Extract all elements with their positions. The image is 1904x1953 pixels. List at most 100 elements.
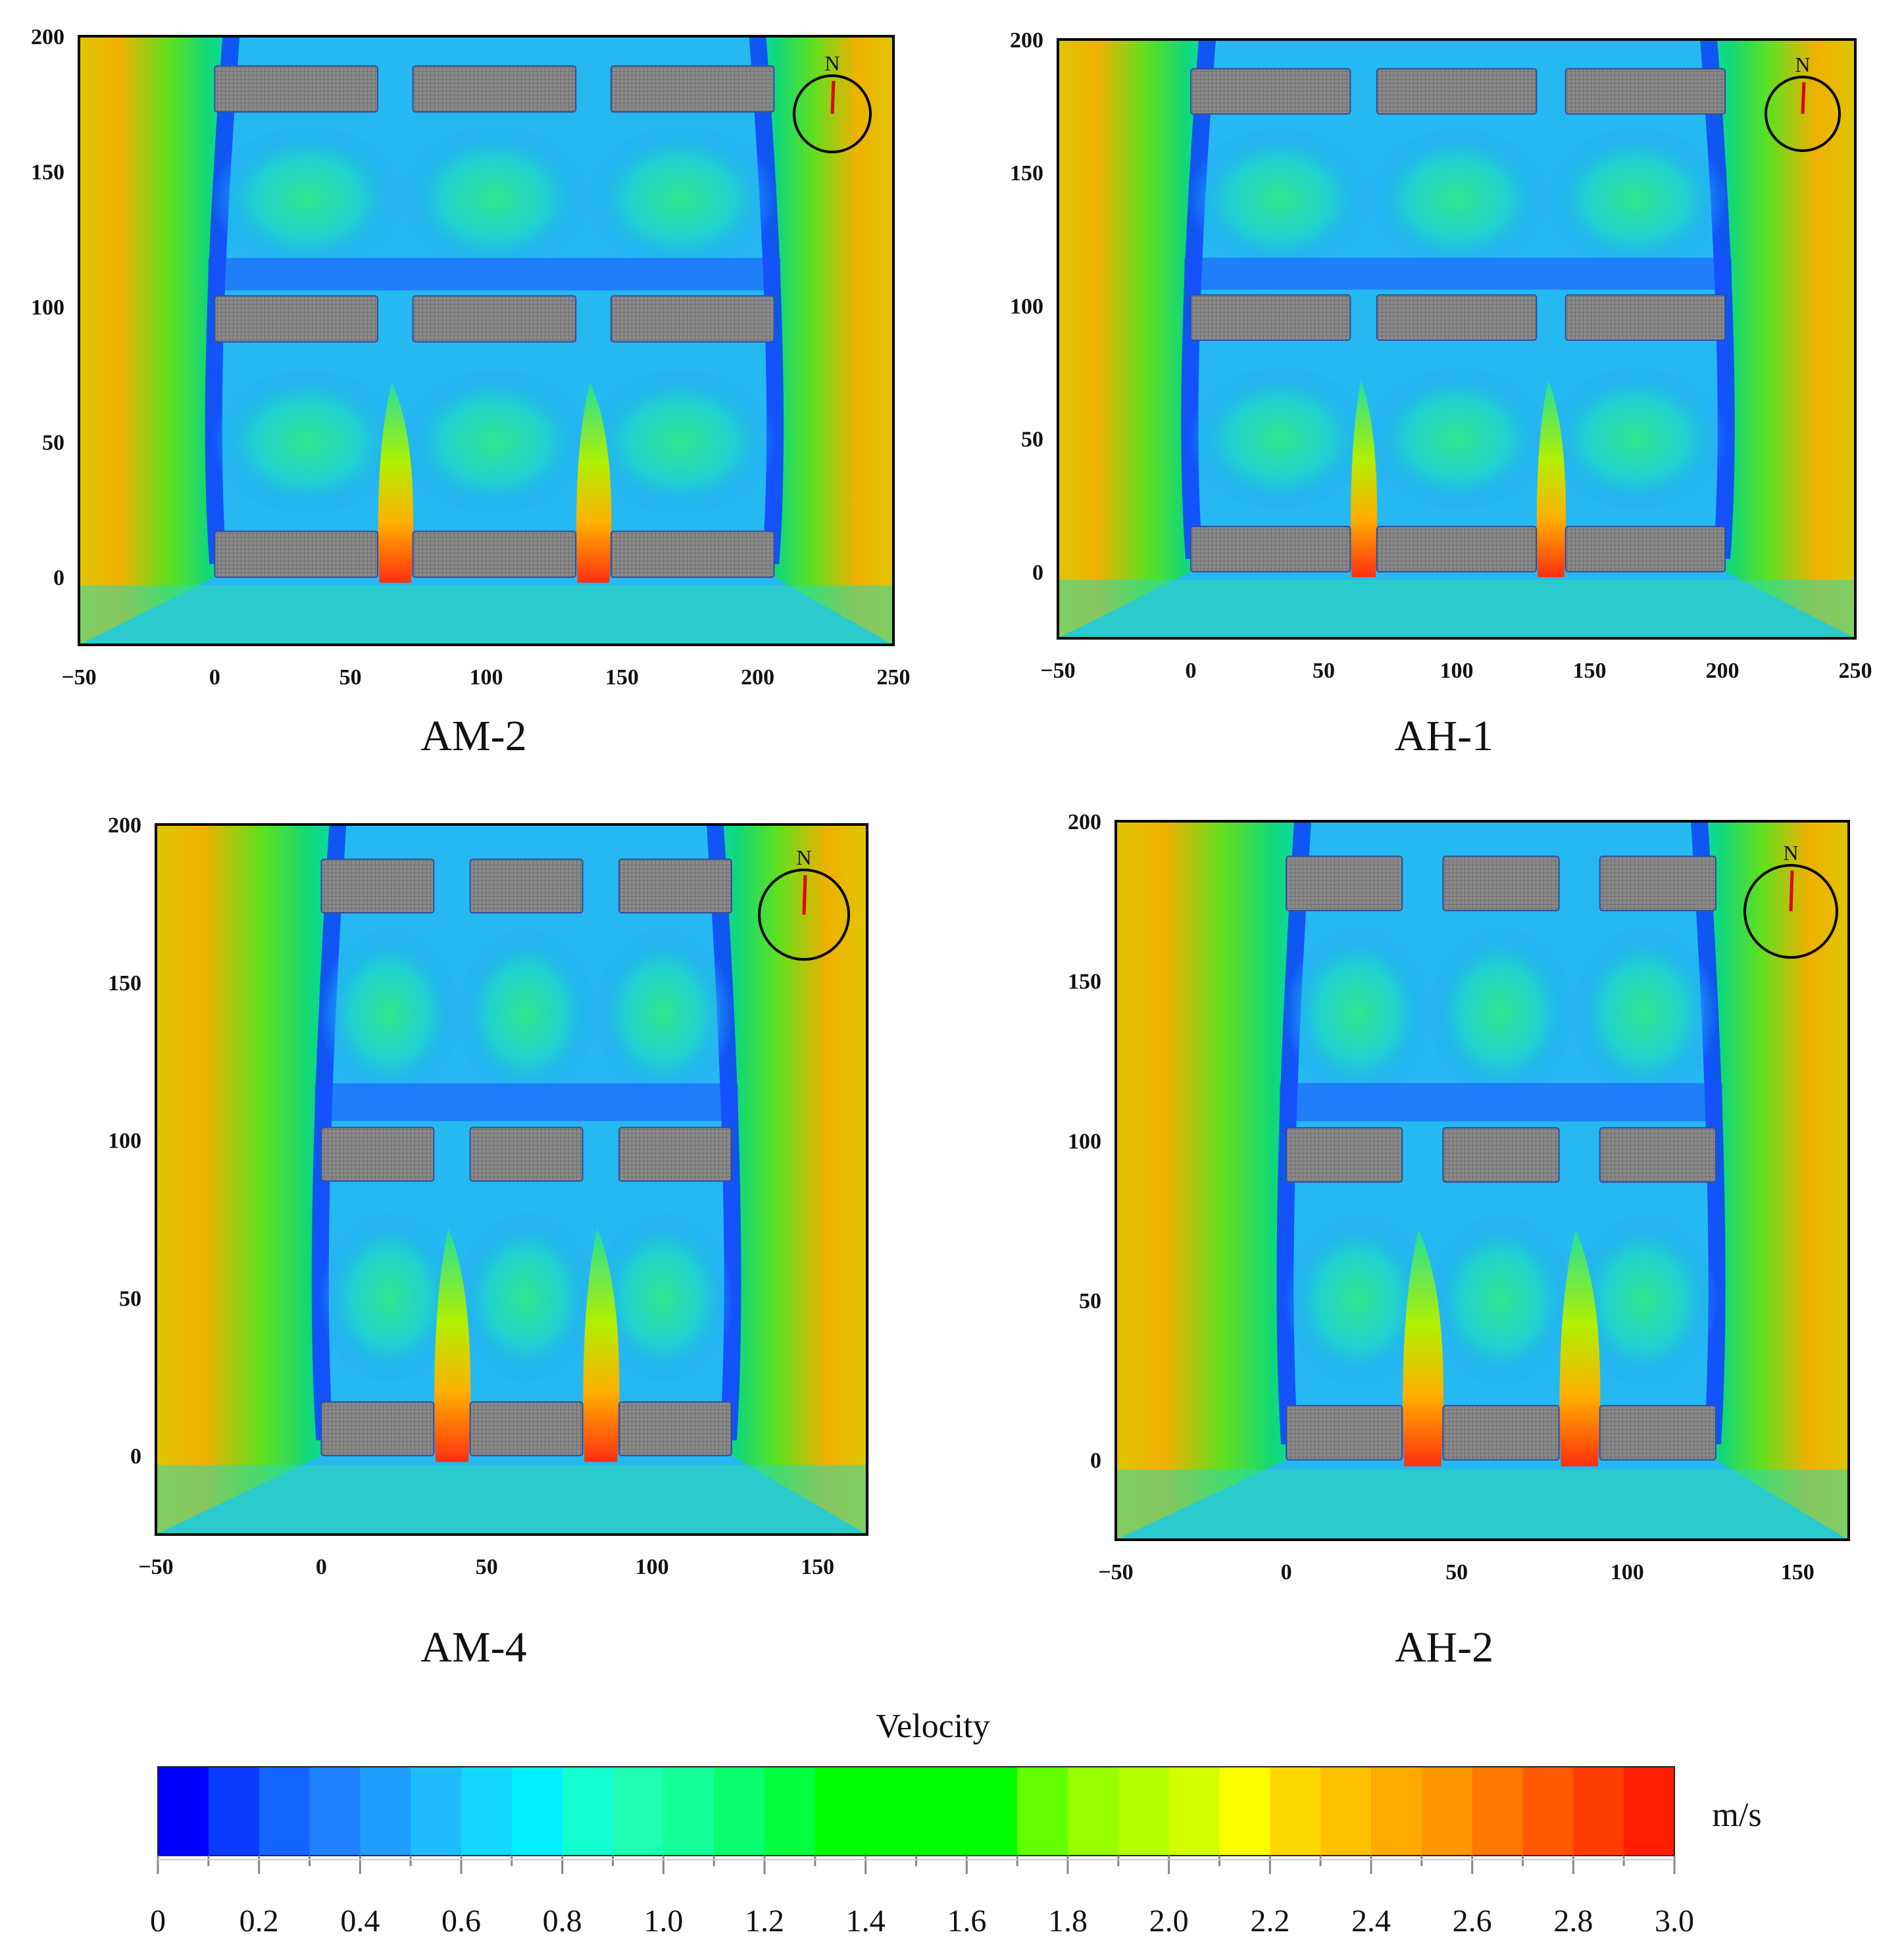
panel-am-4: N −50 0 50 100 150 0 50 100 150 200 AM-4 [108,813,868,1671]
building-block [214,295,378,343]
x-tick-label: 50 [339,665,362,690]
colorbar-tick-label: 2.6 [1453,1904,1492,1939]
building-block [320,1127,435,1182]
panel-ah-1: N −50 0 50 100 150 200 250 0 50 100 150 200 AH-1 [1010,28,1872,760]
velocity-field [1058,39,1855,638]
colorbar-swatch [208,1767,260,1856]
y-tick-label: 0 [1032,561,1043,585]
plot-frame [78,35,895,646]
y-tick-label: 150 [1010,161,1043,186]
colorbar-swatch [1219,1767,1270,1856]
x-tick-label: 100 [470,665,503,690]
north-label: N [1783,841,1798,865]
colorbar-tick-label: 0.8 [543,1904,582,1939]
y-tick-label: 0 [53,566,64,590]
north-label: N [796,846,811,869]
colorbar-tick-label: 2.2 [1250,1904,1290,1939]
y-tick-label: 100 [1010,294,1043,318]
building-block [1376,526,1538,572]
colorbar-swatch [663,1767,714,1856]
y-tick-label: 200 [1010,28,1043,53]
colorbar-tick-label: 2.8 [1553,1904,1593,1939]
colorbar-swatch [158,1767,209,1856]
building-block [412,65,577,113]
y-tick-label: 50 [119,1286,141,1311]
colorbar-swatch [1118,1767,1170,1856]
building-block [412,530,577,578]
building-block [610,530,775,578]
x-tick-label: 250 [877,665,911,690]
x-tick-label: 50 [1313,659,1335,683]
colorbar-swatch [1270,1767,1321,1856]
y-tick-label: 150 [1068,970,1101,994]
building-block [1599,1405,1716,1461]
building-block [1565,526,1726,572]
colorbar-swatch [764,1767,816,1856]
x-tick-label: −50 [1098,1560,1133,1585]
north-label: N [824,51,839,75]
y-tick-label: 100 [31,295,64,320]
x-tick-label: 100 [636,1555,669,1579]
building-block [618,1127,732,1182]
north-compass-icon: N [1765,53,1841,152]
colorbar-swatch [966,1767,1018,1856]
building-block [1442,1127,1560,1183]
colorbar-tick-label: 1.2 [745,1904,784,1939]
building-block [618,858,732,914]
y-tick-label: 100 [108,1129,141,1154]
x-tick-label: 100 [1611,1560,1644,1585]
colorbar-tick-label: 1.8 [1048,1904,1088,1939]
building-block [469,1401,584,1457]
building-block [1565,68,1726,115]
y-tick-label: 150 [108,971,141,996]
colorbar-swatch [865,1767,916,1856]
building-block [469,858,584,914]
velocity-field [79,36,893,645]
x-tick-label: 100 [1440,659,1474,683]
colorbar-swatch [1320,1767,1372,1856]
colorbar-tick-label: 0.2 [239,1904,279,1939]
colorbar-tick-label: 2.4 [1351,1904,1391,1939]
panel-caption: AM-4 [420,1623,526,1671]
colorbar-swatch [1068,1767,1119,1856]
panel-caption: AM-2 [420,712,526,760]
velocity-field [1116,821,1849,1540]
building-block [1190,526,1351,572]
plot-frame [155,823,868,1536]
colorbar-swatch [1168,1767,1220,1856]
x-tick-label: 0 [1281,1560,1292,1585]
building-block [1286,855,1403,911]
colorbar-swatch [814,1767,866,1856]
colorbar-swatch [1624,1767,1675,1856]
x-tick-label: −50 [138,1555,173,1579]
plot-frame [1115,820,1850,1541]
north-label: N [1795,53,1810,76]
y-tick-label: 0 [130,1444,141,1469]
x-tick-label: 150 [1781,1560,1815,1585]
colorbar-swatch [259,1767,310,1856]
y-tick-label: 150 [31,161,64,185]
building-block [1286,1127,1403,1183]
colorbar-swatch [309,1767,361,1856]
building-block [1376,68,1538,115]
colorbar-swatch [1472,1767,1523,1856]
building-block [469,1127,584,1182]
y-tick-label: 50 [1021,428,1043,452]
colorbar-tick-label: 0.6 [441,1904,481,1939]
colorbar-tick-label: 2.0 [1149,1904,1189,1939]
x-tick-label: 200 [741,665,774,690]
building-block [412,295,577,343]
colorbar-swatch [511,1767,563,1856]
panels: N −50 0 50 100 150 200 250 0 50 100 150 200 AM-2 N −50 0… [31,25,1872,1671]
colorbar-tick-label: 1.6 [947,1904,986,1939]
colorbar-swatch [613,1767,664,1856]
colorbar-swatch [1421,1767,1473,1856]
x-tick-label: 0 [209,665,220,690]
panel-ah-2: N −50 0 50 100 150 0 50 100 150 200 AH-2 [1068,810,1850,1671]
building-block [1599,855,1716,911]
velocity-colorbar: 0 0.2 0.4 0.6 0.8 1.0 1.2 1.4 1.6 1.8 2.0 2.2 2.4 2.6… [150,1708,1762,1939]
y-tick-label: 100 [1068,1129,1101,1154]
building-block [320,1401,435,1457]
y-tick-label: 50 [1079,1289,1101,1313]
velocity-field [156,824,867,1534]
